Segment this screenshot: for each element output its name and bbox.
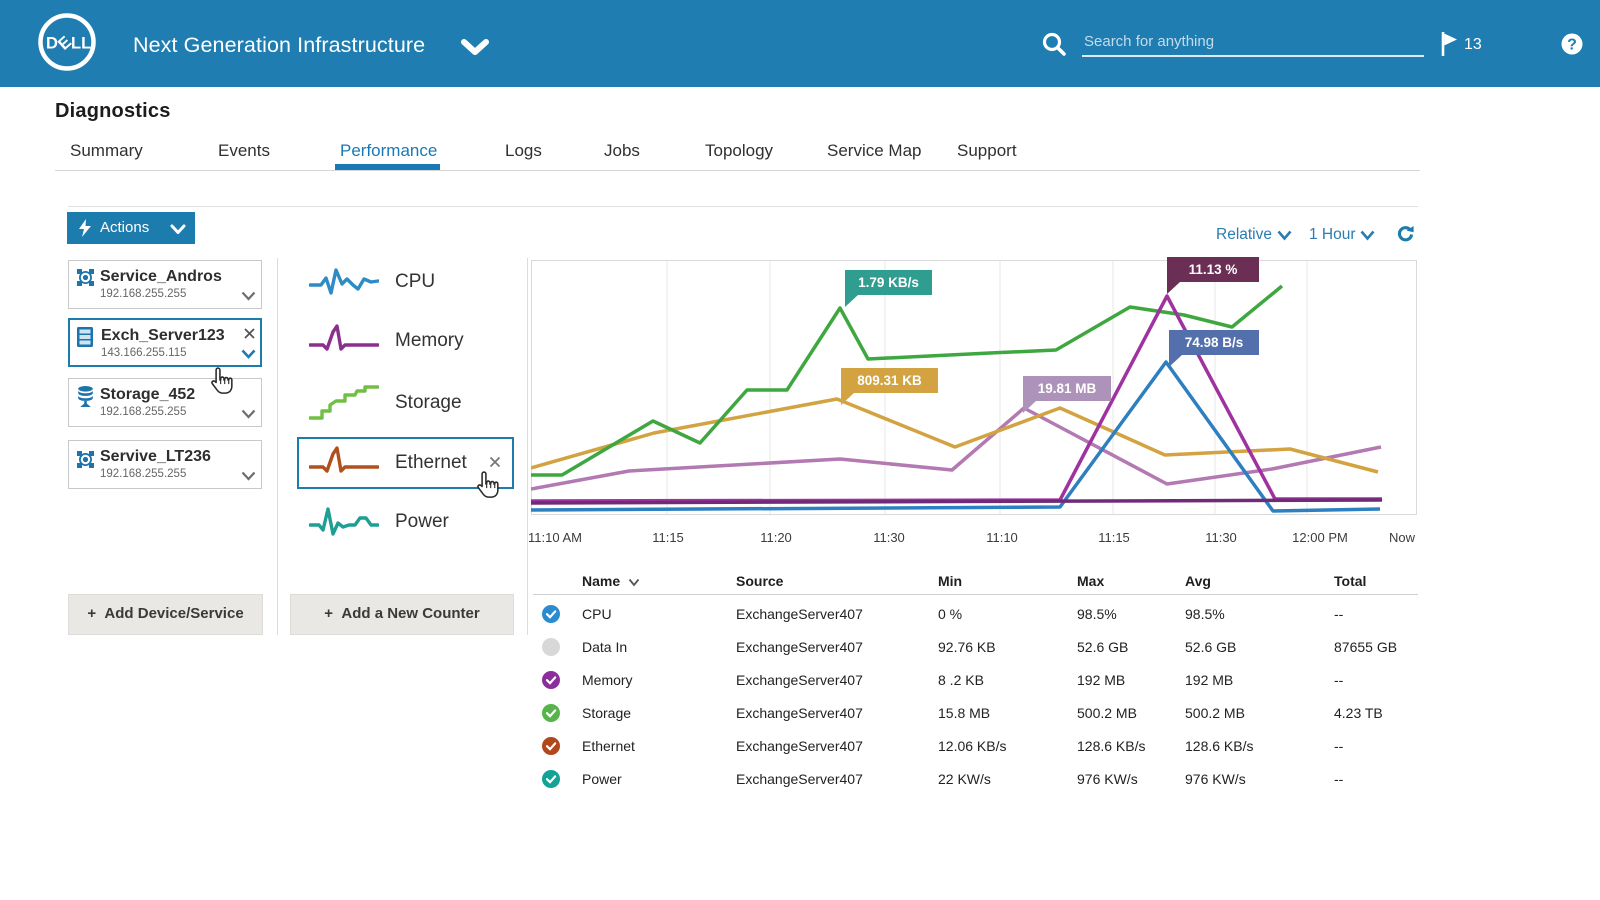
svg-text:LL: LL	[71, 35, 91, 53]
svg-text:D: D	[46, 35, 58, 53]
svg-text:?: ?	[1567, 37, 1577, 54]
